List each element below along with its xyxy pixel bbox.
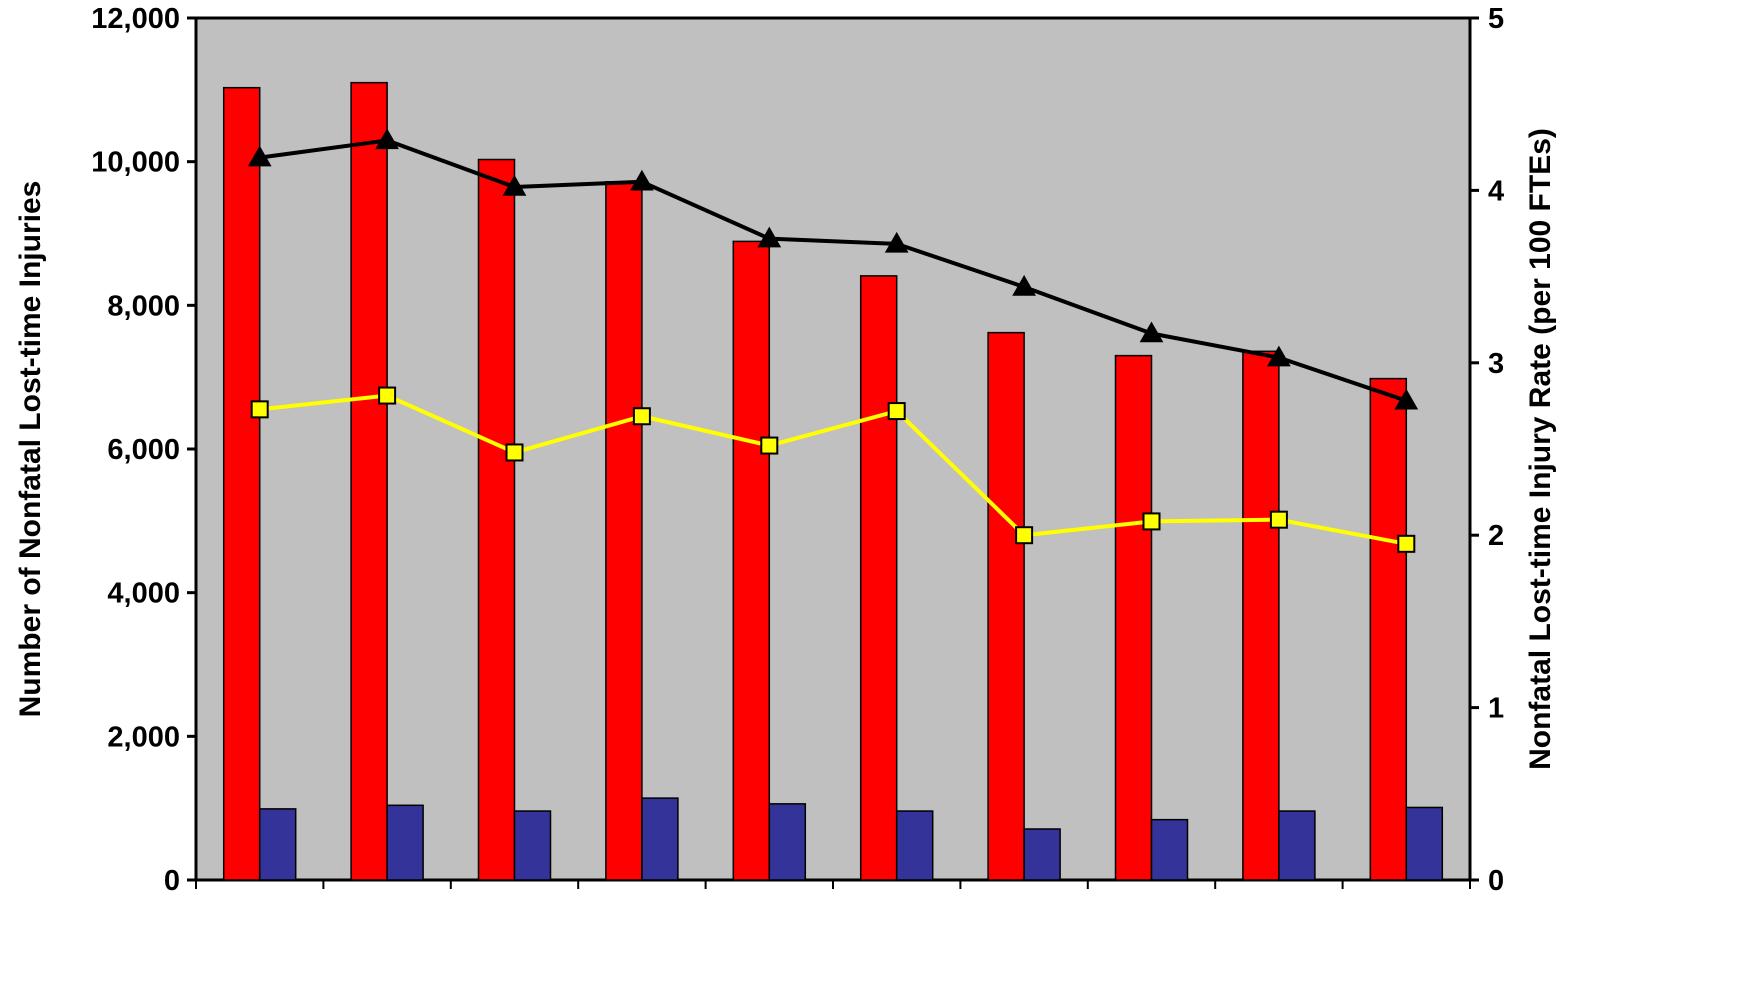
y-right-tick-label-4: 3 <box>1488 348 1504 380</box>
bar-series-2-5 <box>768 803 807 881</box>
bar-series-1-8 <box>1114 354 1153 881</box>
y-right-tick-label-1: 0 <box>1488 865 1504 897</box>
triangle-marker-6 <box>884 231 909 253</box>
lines-layer <box>247 128 1419 553</box>
y-right-tick-label-6: 5 <box>1488 3 1504 35</box>
ticks-layer <box>187 16 1479 889</box>
y-left-tick-label-1: 0 <box>164 865 180 897</box>
y-right-tick-label-2: 1 <box>1488 693 1504 725</box>
y-left-tick-label-2: 2,000 <box>107 721 180 753</box>
bar-series-2-6 <box>895 810 934 881</box>
y-axis-right-title: Nonfatal Lost-time Injury Rate (per 100 … <box>1524 128 1557 770</box>
triangle-marker-8 <box>1139 321 1164 343</box>
bar-series-1-3 <box>477 158 516 881</box>
square-marker-1 <box>250 400 269 419</box>
bar-series-2-2 <box>386 804 424 881</box>
y-left-tick-label-4: 6,000 <box>107 434 180 466</box>
y-left-tick-label-7: 12,000 <box>91 3 180 35</box>
y-left-tick-label-6: 10,000 <box>91 147 180 179</box>
bars-layer <box>222 81 1444 881</box>
bar-series-2-7 <box>1023 828 1061 881</box>
triangle-marker-10 <box>1394 388 1419 410</box>
bar-series-1-7 <box>987 331 1025 881</box>
square-marker-4 <box>632 407 651 426</box>
square-marker-6 <box>887 402 906 421</box>
square-marker-2 <box>378 386 397 405</box>
y-left-tick-label-3: 4,000 <box>107 578 180 610</box>
square-marker-8 <box>1142 512 1161 531</box>
triangle-marker-4 <box>630 169 654 191</box>
y-left-tick-label-5: 8,000 <box>107 290 180 322</box>
bar-series-2-3 <box>513 810 552 881</box>
square-marker-10 <box>1397 534 1416 553</box>
bar-series-2-4 <box>641 797 679 881</box>
bar-series-2-8 <box>1150 818 1189 881</box>
bar-series-1-6 <box>859 275 898 881</box>
square-marker-9 <box>1269 510 1288 529</box>
y-right-tick-label-5: 4 <box>1488 175 1504 207</box>
bar-series-2-1 <box>258 808 297 881</box>
bar-series-1-2 <box>350 81 388 881</box>
bar-series-1-5 <box>732 240 771 881</box>
square-marker-3 <box>505 443 524 462</box>
triangle-marker-7 <box>1012 274 1036 296</box>
bar-series-1-4 <box>605 181 643 881</box>
triangle-marker-3 <box>502 174 527 196</box>
triangle-marker-2 <box>375 128 399 150</box>
bar-series-1-10 <box>1369 377 1408 881</box>
triangle-marker-1 <box>247 145 272 167</box>
labels-layer: 0 2,000 4,000 6,000 8,000 10,000 12,000 0 1 2 3 4 5 <box>91 3 1504 897</box>
bar-series-1-9 <box>1242 350 1280 881</box>
bar-series-2-9 <box>1278 810 1316 881</box>
triangle-marker-9 <box>1267 345 1291 367</box>
line-series-2 <box>259 393 1407 546</box>
y-right-tick-label-3: 2 <box>1488 520 1504 552</box>
bar-series-1-1 <box>222 86 261 881</box>
bar-series-2-10 <box>1405 806 1444 881</box>
square-marker-7 <box>1015 526 1034 545</box>
triangle-marker-5 <box>757 226 782 248</box>
line-series-1 <box>259 138 1407 403</box>
y-axis-left-title: Number of Nonfatal Lost-time Injuries <box>14 181 47 718</box>
square-marker-5 <box>760 436 779 455</box>
